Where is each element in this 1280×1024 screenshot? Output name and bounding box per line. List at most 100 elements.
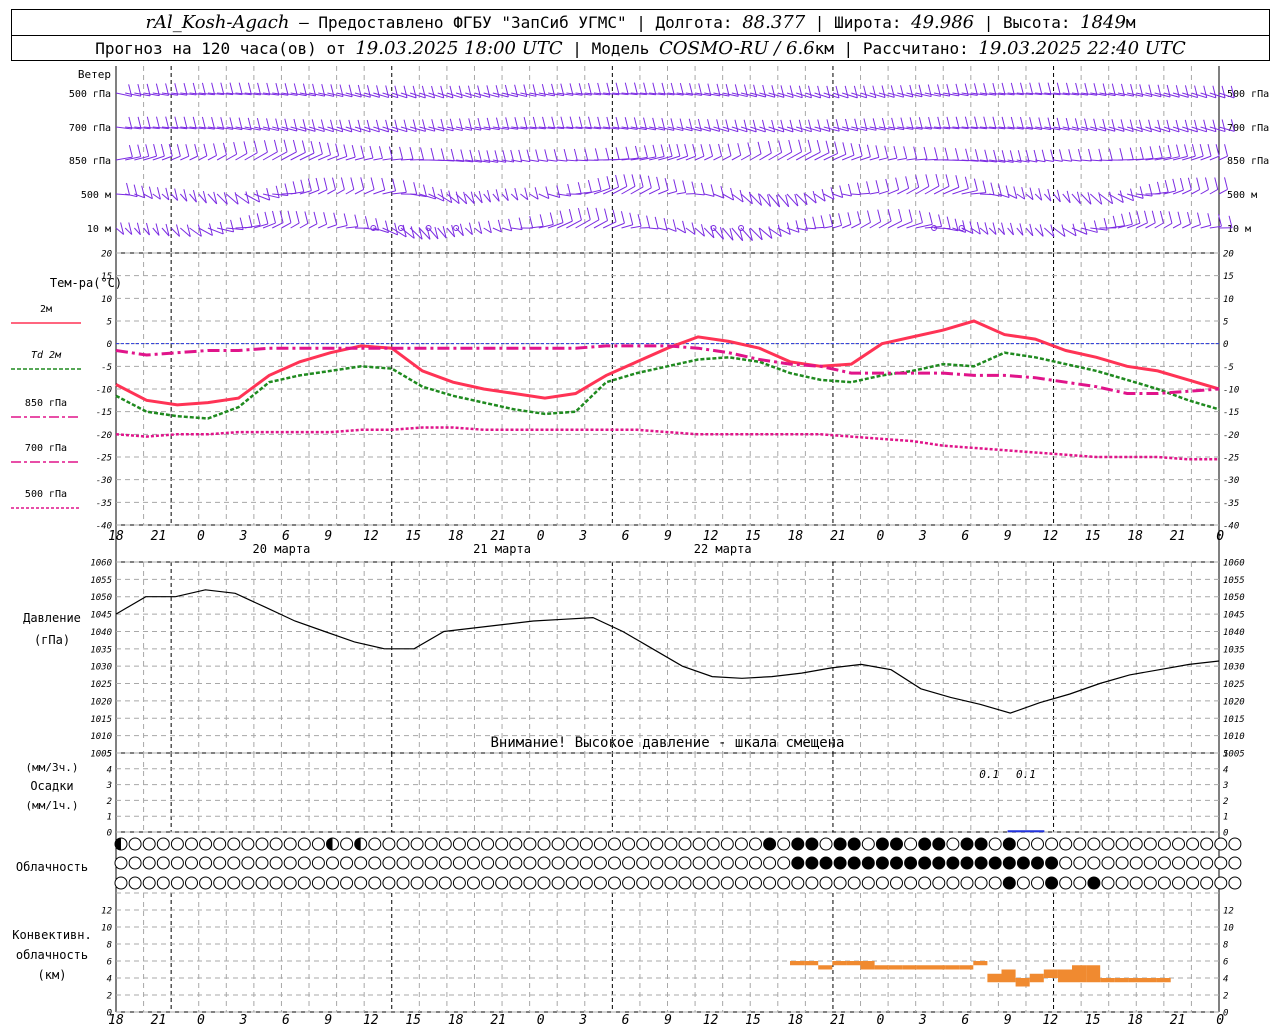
wind-barb-flag [514,188,519,201]
wind-barb [143,155,157,161]
wind-barb-flag [403,119,408,132]
wind-barb [464,227,473,235]
wind-barb [612,126,629,130]
wind-level-left: 850 гПа [69,156,111,167]
wind-level-left: 700 гПа [69,123,111,134]
wind-barb [529,126,546,130]
wind-barb-flag [1207,213,1212,226]
wind-barb [327,92,344,98]
cloud-cover-circle [565,837,579,851]
wind-barb [1191,92,1207,99]
cloud-cover-circle [1157,837,1171,851]
wind-barb-flag [293,118,298,132]
wind-barb [1099,126,1116,132]
wind-barb-flag [1129,147,1134,160]
wind-barb-flag [287,210,292,223]
wind-barb-flag [300,179,305,192]
wind-barb [1136,92,1152,98]
wind-barb [961,92,978,96]
pressure-tick-right: 1040 [1223,628,1245,638]
wind-barb-flag [584,148,589,161]
wind-barb [639,156,657,161]
wind-barb-flag [556,185,561,198]
cloud-cover-circle [1143,837,1157,851]
wind-barb [1034,227,1044,237]
wind-barb [630,156,648,161]
cloud-cover-circle [1214,837,1228,851]
cloud-cover-circle [1031,876,1044,890]
wind-barb [731,126,748,133]
wind-barb-flag [954,148,959,161]
wind-barb [887,220,902,229]
wind-barb [989,193,1002,197]
wind-barb-flag [1179,177,1184,191]
wind-barb [446,193,460,204]
wind-barb-flag [1001,222,1005,235]
wind-barb-flag [798,85,803,98]
wind-barb [400,158,414,161]
wind-barb-flag [431,85,436,99]
wind-barb-flag [201,116,206,130]
wind-barb [685,92,702,96]
wind-barb-flag [1068,149,1073,162]
time-tick-label-bottom: 6 [622,1013,630,1024]
wind-barb-flag [266,188,271,201]
time-tick-label: 3 [238,529,247,544]
wind-barb-flag [1215,144,1220,157]
time-tick-label: 0 [876,529,884,544]
cloud-cover-circle [410,876,424,890]
wind-barb [906,158,917,161]
cloud-cover-circle [311,876,325,890]
wind-barb-flag [307,178,312,191]
wind-barb [262,193,280,199]
wind-barb-flag [174,83,179,96]
cloud-cover-circle [749,876,762,890]
time-tick-label: 18 [108,529,124,544]
wind-barb-flag [993,149,998,163]
wind-barb [483,159,499,163]
wind-barb [1209,189,1218,195]
wind-barb-flag [757,141,762,154]
wind-barb-flag [1061,224,1066,237]
pressure-tick-right: 1005 [1223,750,1245,760]
conv-axis-label-2: облачность [16,948,88,962]
wind-barb-flag [183,116,188,129]
wind-barb [437,227,447,239]
cloud-cover-circle [114,856,128,870]
legend-label: 850 гПа [25,398,67,409]
wind-barb-flag [858,143,863,157]
wind-barb-flag [1224,177,1229,190]
provider-text: – Предоставлено ФГБУ "ЗапСиб УГМС" | Дол… [289,13,743,32]
wind-barb-flag [660,144,665,157]
wind-barb-flag [676,143,681,157]
wind-barb-flag [569,116,574,129]
cloud-cover-circle [424,856,438,870]
wind-barb-flag [1047,188,1052,202]
convective-cloud-bar [1156,978,1171,983]
wind-barb-flag [1088,148,1092,162]
wind-barb-flag [1214,177,1219,190]
wind-barb-flag [423,184,427,197]
wind-barb [299,126,316,132]
wind-barb [704,193,715,197]
wind-barb-flag [478,221,483,234]
wind-barb-flag [1148,119,1153,132]
cloud-cover-circle [354,856,368,870]
wind-barb [1090,126,1106,132]
calm-wind-circle [397,225,404,231]
wind-barb-flag [1228,215,1233,228]
wind-barb-flag [866,210,871,223]
wind-barb-flag [508,218,513,231]
wind-barb-flag [654,216,659,230]
wind-barb-flag [1009,150,1014,163]
wind-barb [832,224,842,229]
wind-barb-flag [1111,119,1116,132]
wind-barb-flag [1108,148,1113,161]
wind-barb [1218,92,1235,99]
wind-barb-flag [1167,145,1172,158]
wind-barb [878,190,889,195]
calc-time: 19.03.2025 22:40 UTC [978,38,1186,59]
precip-axis-label: Осадки [30,779,73,793]
temp-tick-right: 0 [1223,340,1228,350]
wind-barb [998,92,1015,96]
